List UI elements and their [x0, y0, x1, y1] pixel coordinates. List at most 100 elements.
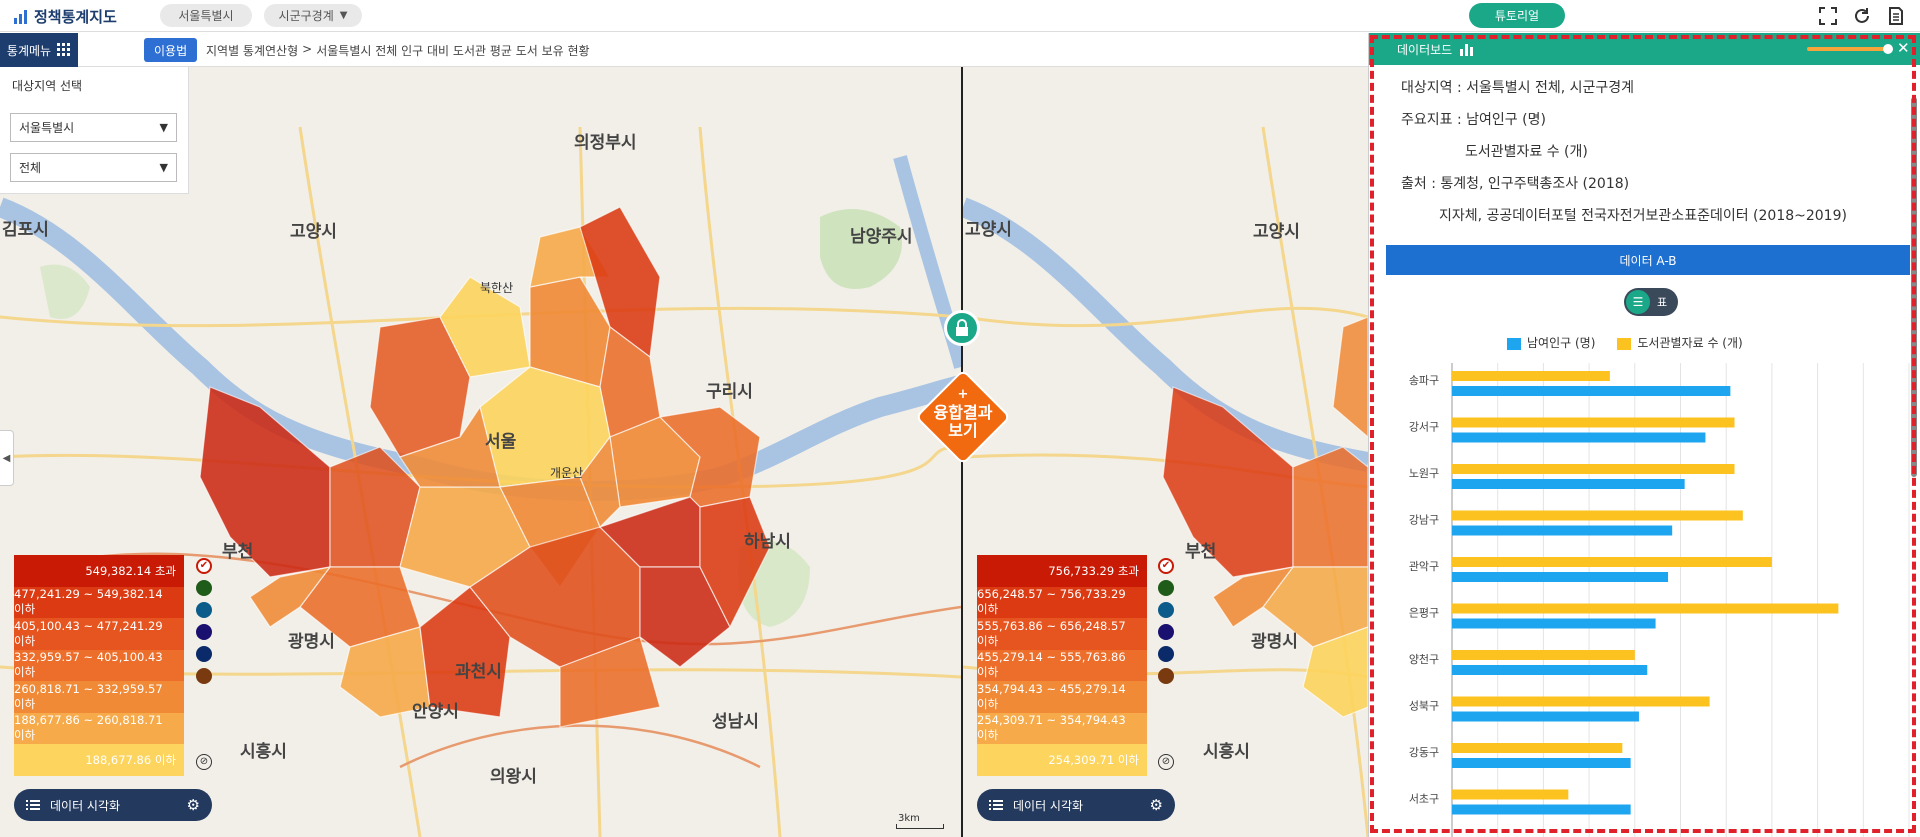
- bar-library-books[interactable]: [1452, 696, 1710, 707]
- bar-population[interactable]: [1452, 479, 1685, 489]
- table-view-option[interactable]: 표: [1657, 296, 1668, 309]
- legend-row[interactable]: 549,382.14 초과: [14, 555, 184, 587]
- bar-library-books[interactable]: [1452, 510, 1743, 521]
- bar-library-books[interactable]: [1452, 743, 1623, 753]
- bar-library-books[interactable]: [1452, 417, 1735, 428]
- region-pill[interactable]: 서울특별시: [160, 4, 252, 27]
- target-region-value: 서울특별시 전체, 시군구경계: [1466, 80, 1635, 96]
- color-theme-dot[interactable]: [196, 668, 212, 684]
- map-place-label: 광명시: [288, 632, 335, 652]
- color-theme-dot[interactable]: [196, 646, 212, 662]
- legend-row[interactable]: 455,279.14 ~ 555,763.86 이하: [977, 649, 1147, 681]
- bar-population[interactable]: [1452, 665, 1648, 675]
- sido-select-value: 서울특별시: [19, 121, 75, 135]
- color-theme-dot[interactable]: [196, 602, 212, 618]
- color-theme-dot[interactable]: ✔: [196, 558, 212, 574]
- stat-menu-button[interactable]: 통계메뉴: [0, 33, 78, 67]
- legend-label: 도서관별자료 수 (개): [1637, 336, 1743, 350]
- legend-row[interactable]: 405,100.43 ~ 477,241.29 이하: [14, 618, 184, 650]
- bar-library-books[interactable]: [1452, 650, 1635, 660]
- lock-toggle[interactable]: [944, 310, 980, 346]
- bar-library-books[interactable]: [1452, 603, 1839, 614]
- chart-table-toggle[interactable]: ☰ 표: [1624, 288, 1678, 316]
- color-theme-dot[interactable]: [1158, 646, 1174, 662]
- tutorial-button[interactable]: 튜토리얼: [1469, 3, 1565, 28]
- list-icon: [989, 800, 1003, 810]
- color-theme-dot[interactable]: ✔: [1158, 558, 1174, 574]
- collapse-handle[interactable]: ◀: [0, 430, 14, 486]
- right-data-viz-button[interactable]: 데이터 시각화 ⚙: [977, 789, 1175, 821]
- fusion-result-button[interactable]: + 융합결과 보기: [908, 362, 1018, 472]
- legend-row[interactable]: 260,818.71 ~ 332,959.57 이하: [14, 681, 184, 713]
- document-icon[interactable]: [1886, 6, 1906, 26]
- bar-population[interactable]: [1452, 618, 1656, 629]
- reset-legend-icon[interactable]: ⊘: [1158, 754, 1174, 770]
- legend-row[interactable]: 354,794.43 ~ 455,279.14 이하: [977, 681, 1147, 713]
- close-icon[interactable]: ✕: [1897, 39, 1910, 57]
- legend-row[interactable]: 756,733.29 초과: [977, 555, 1147, 587]
- app-title: 정책통계지도: [34, 8, 117, 26]
- reset-legend-icon[interactable]: ⊘: [196, 754, 212, 770]
- data-ab-bar[interactable]: 데이터 A-B: [1386, 245, 1910, 275]
- boundary-pill[interactable]: 시군구경계 ▼: [264, 4, 362, 27]
- bar-population[interactable]: [1452, 804, 1631, 815]
- fullscreen-icon[interactable]: [1818, 6, 1838, 26]
- bar-population[interactable]: [1452, 386, 1731, 396]
- color-theme-dot[interactable]: [1158, 624, 1174, 640]
- chart-view-option[interactable]: ☰: [1626, 290, 1650, 314]
- sigungu-select[interactable]: 전체 ▼: [10, 153, 177, 182]
- chevron-down-icon: ▼: [159, 121, 168, 134]
- scrollbar[interactable]: [1911, 97, 1917, 477]
- legend-row[interactable]: 188,677.86 ~ 260,818.71 이하: [14, 712, 184, 744]
- bar-library-books[interactable]: [1452, 789, 1569, 800]
- map-label-small: 개운산: [550, 466, 583, 480]
- chevron-left-icon: ◀: [2, 452, 11, 464]
- legend-label: 남여인구 (명): [1527, 336, 1596, 350]
- guide-button[interactable]: 이용법: [144, 38, 198, 62]
- opacity-slider[interactable]: [1807, 44, 1893, 54]
- right-legend-dots: ✔ ⊘: [1158, 558, 1176, 770]
- bar-population[interactable]: [1452, 432, 1706, 443]
- bar-population[interactable]: [1452, 758, 1631, 768]
- stat-menu-label: 통계메뉴: [6, 43, 52, 58]
- legend-item-population[interactable]: 남여인구 (명): [1507, 334, 1595, 351]
- color-theme-dot[interactable]: [196, 624, 212, 640]
- lock-icon: [956, 319, 968, 336]
- sido-select[interactable]: 서울특별시 ▼: [10, 113, 177, 142]
- map-place-label: 서울: [485, 432, 517, 452]
- legend-row[interactable]: 254,309.71 ~ 354,794.43 이하: [977, 712, 1147, 744]
- bar-library-books[interactable]: [1452, 557, 1772, 567]
- list-icon: [26, 800, 40, 810]
- left-data-viz-button[interactable]: 데이터 시각화 ⚙: [14, 789, 212, 821]
- legend-item-library[interactable]: 도서관별자료 수 (개): [1617, 334, 1743, 351]
- plus-icon: +: [957, 387, 969, 402]
- gear-icon[interactable]: ⚙: [1149, 796, 1163, 814]
- map-place-label: 부천: [1185, 542, 1216, 562]
- bar-library-books[interactable]: [1452, 371, 1610, 381]
- legend-row[interactable]: 555,763.86 ~ 656,248.57 이하: [977, 618, 1147, 650]
- app-logo[interactable]: 정책통계지도: [14, 6, 117, 27]
- refresh-icon[interactable]: [1852, 6, 1872, 26]
- legend-row[interactable]: 254,309.71 이하: [977, 744, 1147, 776]
- legend-row[interactable]: 188,677.86 이하: [14, 744, 184, 776]
- color-theme-dot[interactable]: [196, 580, 212, 596]
- category-label: 노원구: [1409, 467, 1439, 480]
- bar-population[interactable]: [1452, 711, 1639, 722]
- map-place-label: 시흥시: [240, 741, 287, 762]
- color-theme-dot[interactable]: [1158, 580, 1174, 596]
- legend-row[interactable]: 656,248.57 ~ 756,733.29 이하: [977, 586, 1147, 618]
- bar-population[interactable]: [1452, 525, 1673, 536]
- gear-icon[interactable]: ⚙: [186, 796, 200, 814]
- breadcrumb-item[interactable]: 지역별 통계연산형: [206, 44, 299, 58]
- color-theme-dot[interactable]: [1158, 668, 1174, 684]
- bar-library-books[interactable]: [1452, 464, 1735, 474]
- legend-row[interactable]: 477,241.29 ~ 549,382.14 이하: [14, 586, 184, 618]
- opacity-slider-handle[interactable]: [1883, 44, 1893, 54]
- legend-row[interactable]: 332,959.57 ~ 405,100.43 이하: [14, 649, 184, 681]
- color-theme-dot[interactable]: [1158, 602, 1174, 618]
- left-map[interactable]: 북한산 개운산 의정부시 남양주시 구리시 하남시 고양시 김포시 부천 광명시 과천시 안양시 시…: [0, 67, 961, 837]
- bar-population[interactable]: [1452, 572, 1669, 582]
